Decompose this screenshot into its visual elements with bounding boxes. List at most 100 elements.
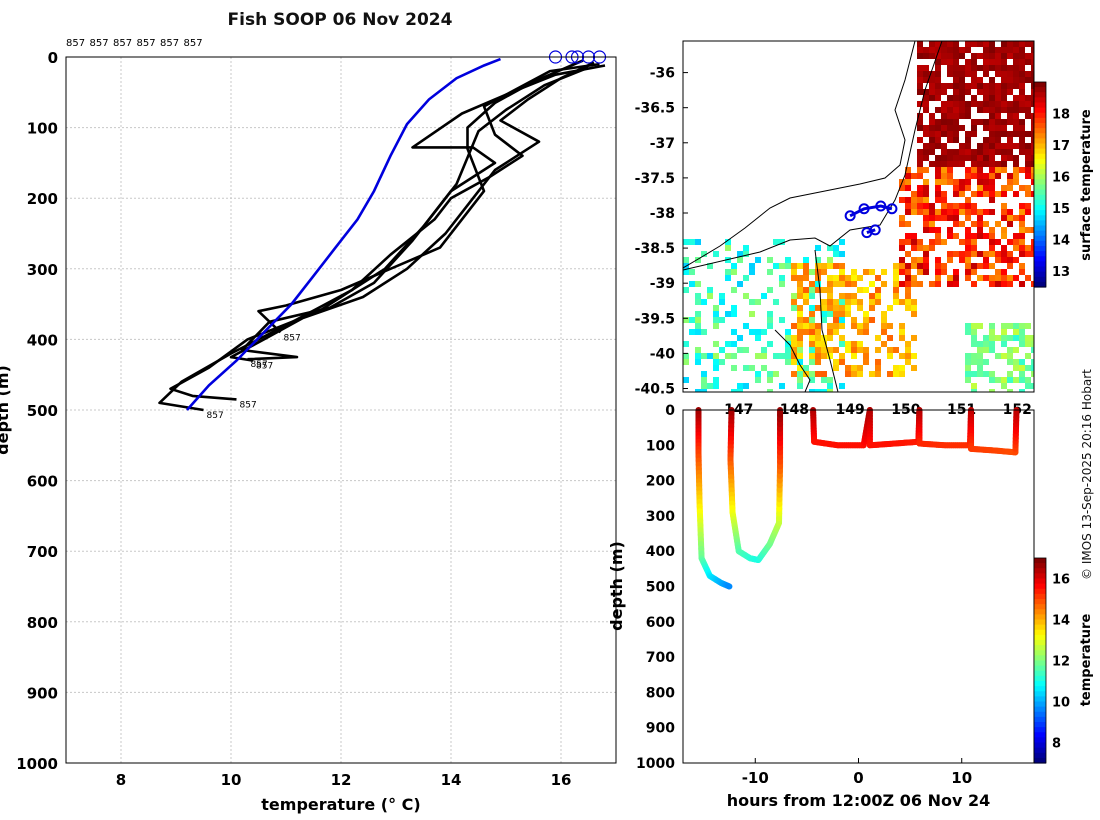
sst-colorbar-segment — [1034, 215, 1046, 221]
sst-cell — [809, 317, 815, 323]
sst-cell — [875, 275, 881, 281]
sst-cell — [905, 233, 911, 239]
sst-cell — [947, 53, 953, 59]
sst-cell — [935, 59, 941, 65]
sst-cell — [803, 323, 809, 329]
sst-cell — [995, 83, 1001, 89]
sst-cell — [767, 317, 773, 323]
sst-cell — [731, 329, 737, 335]
sst-cell — [893, 263, 899, 269]
sst-cell — [941, 179, 947, 185]
x-axis-label: temperature (° C) — [261, 795, 420, 814]
sst-cell — [1019, 239, 1025, 245]
sst-cell — [989, 281, 995, 287]
sst-cell — [827, 311, 833, 317]
sst-cell — [683, 287, 689, 293]
sst-cell — [1007, 371, 1013, 377]
sst-cell — [953, 275, 959, 281]
sst-cell — [983, 95, 989, 101]
sst-cell — [965, 137, 971, 143]
sst-cell — [875, 287, 881, 293]
sst-cell — [821, 371, 827, 377]
sst-cell — [1013, 53, 1019, 59]
temp-colorbar-segment — [1034, 599, 1046, 605]
sst-cell — [833, 359, 839, 365]
sst-cell — [1031, 239, 1034, 245]
track-marker — [875, 200, 887, 212]
sst-cell — [1031, 131, 1034, 137]
sst-cell — [995, 239, 1001, 245]
sst-cell — [929, 71, 935, 77]
sst-cell — [1031, 245, 1034, 251]
sst-cell — [1007, 209, 1013, 215]
sst-cell — [917, 137, 923, 143]
sst-cell — [827, 305, 833, 311]
sst-cell — [965, 275, 971, 281]
sst-cell — [1013, 131, 1019, 137]
sst-cell — [989, 95, 995, 101]
map-lat-label: -39 — [650, 276, 675, 292]
sst-cell — [971, 173, 977, 179]
sst-cell — [935, 239, 941, 245]
sst-cell — [917, 71, 923, 77]
sst-cell — [983, 209, 989, 215]
sst-cell — [839, 239, 845, 245]
sst-cell — [971, 221, 977, 227]
sst-cell — [791, 305, 797, 311]
profile-line — [257, 59, 584, 334]
sst-cell — [839, 293, 845, 299]
map-lat-label: -40 — [650, 346, 676, 362]
sst-cell — [1007, 149, 1013, 155]
sst-cell — [839, 251, 845, 257]
sst-cell — [923, 245, 929, 251]
sst-cell — [881, 281, 887, 287]
sst-cell — [989, 65, 995, 71]
sst-cell — [731, 305, 737, 311]
sst-cell — [1019, 65, 1025, 71]
sst-cell — [707, 263, 713, 269]
sst-cell — [851, 275, 857, 281]
sst-cell — [953, 251, 959, 257]
sst-cell — [827, 377, 833, 383]
sst-cell — [815, 263, 821, 269]
sst-cell — [989, 371, 995, 377]
sst-cell — [1001, 83, 1007, 89]
sst-cell — [689, 329, 695, 335]
sst-cell — [923, 101, 929, 107]
sst-cell — [815, 371, 821, 377]
sst-cell — [977, 365, 983, 371]
sst-cell — [1001, 377, 1007, 383]
temp-colorbar-segment — [1034, 583, 1046, 590]
sst-cell — [983, 257, 989, 263]
sst-cell — [827, 353, 833, 359]
sst-cell — [1001, 209, 1007, 215]
temp-colorbar-segment — [1034, 558, 1046, 564]
sst-cell — [683, 353, 689, 359]
sst-cell — [809, 353, 815, 359]
temp-colorbar-segment — [1034, 634, 1046, 641]
sst-cell — [995, 275, 1001, 281]
sst-cell — [911, 173, 917, 179]
sst-cell — [809, 377, 815, 383]
sst-cell — [713, 377, 719, 383]
sst-cell — [827, 299, 833, 305]
temp-colorbar-segment — [1034, 675, 1046, 682]
sst-cell — [983, 185, 989, 191]
temp-colorbar-segment — [1034, 578, 1046, 585]
sst-cell — [1013, 239, 1019, 245]
sst-cell — [731, 341, 737, 347]
temp-colorbar-segment — [1034, 640, 1046, 646]
sst-cell — [1007, 173, 1013, 179]
sst-cell — [905, 203, 911, 209]
sst-cell — [959, 95, 965, 101]
sst-cell — [743, 383, 749, 389]
sst-cell — [905, 353, 911, 359]
sst-cell — [1001, 131, 1007, 137]
sst-cell — [767, 323, 773, 329]
sst-cell — [983, 275, 989, 281]
sst-cell — [971, 269, 977, 275]
temp-colorbar-segment — [1034, 737, 1046, 744]
sst-cell — [827, 293, 833, 299]
temp-colorbar-segment — [1034, 727, 1046, 733]
